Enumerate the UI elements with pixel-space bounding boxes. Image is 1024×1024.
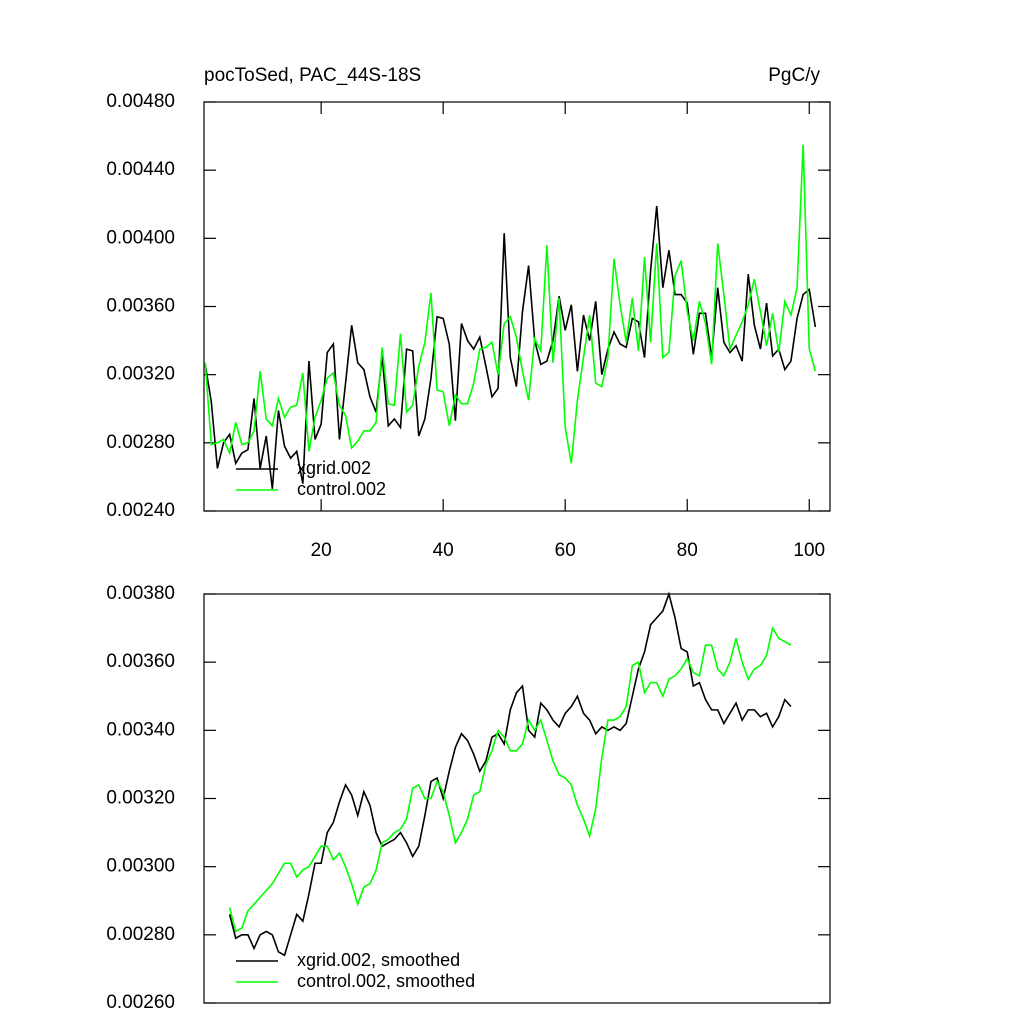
x-tick-label: 60	[555, 540, 576, 561]
y-tick-label: 0.00340	[106, 719, 175, 740]
y-tick-label: 0.00440	[106, 159, 175, 180]
y-tick-label: 0.00480	[106, 91, 175, 112]
plot-frame	[203, 101, 831, 512]
chart-title: pocToSed, PAC_44S-18S	[204, 65, 421, 86]
y-tick-label: 0.00280	[106, 432, 175, 453]
y-tick-label: 0.00360	[106, 651, 175, 672]
x-tick-label: 40	[433, 540, 454, 561]
y-tick-label: 0.00320	[106, 788, 175, 809]
units-label: PgC/y	[768, 65, 820, 86]
series-line	[228, 591, 792, 957]
y-tick-label: 0.00240	[106, 500, 175, 521]
legend-label: xgrid.002, smoothed	[297, 950, 460, 970]
x-tick-label: 100	[793, 540, 825, 561]
y-tick-label: 0.00320	[106, 364, 175, 385]
y-tick-label: 0.00300	[106, 856, 175, 877]
y-tick-label: 0.00360	[106, 296, 175, 317]
series-line	[204, 144, 817, 464]
series-line	[228, 625, 792, 933]
plot-frame	[203, 593, 831, 1004]
y-tick-label: 0.00380	[106, 583, 175, 604]
x-tick-label: 20	[311, 540, 332, 561]
y-tick-label: 0.00260	[106, 992, 175, 1013]
y-tick-label: 0.00280	[106, 924, 175, 945]
legend-label: control.002	[297, 479, 386, 499]
y-tick-label: 0.00400	[106, 227, 175, 248]
legend-label: xgrid.002	[297, 458, 371, 478]
legend-label: control.002, smoothed	[297, 971, 475, 991]
x-tick-label: 80	[677, 540, 698, 561]
series-line	[204, 205, 817, 489]
